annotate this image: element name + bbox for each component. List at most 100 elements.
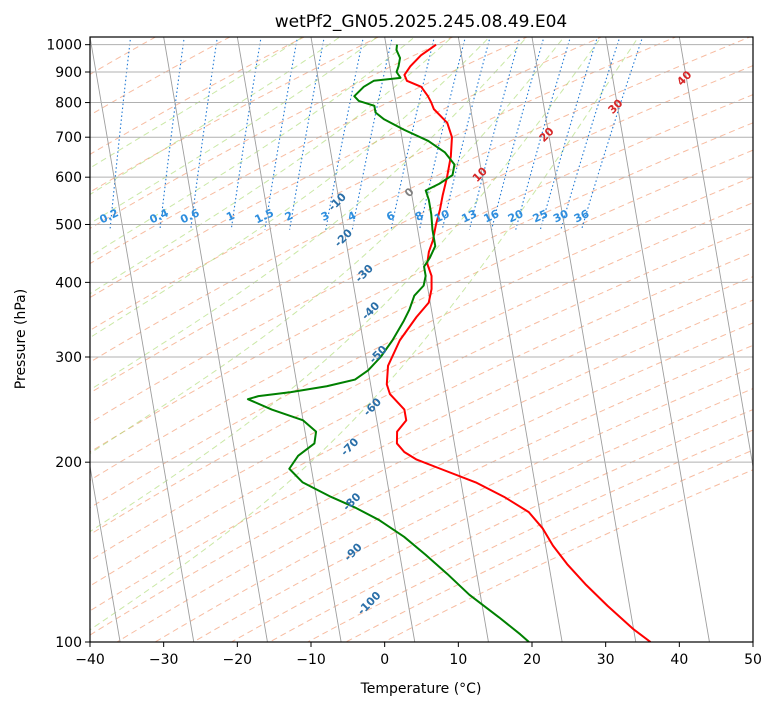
x-tick-label: 0 (380, 652, 389, 668)
mixing-ratio-label: 4 (346, 209, 359, 224)
mixing-ratio-label: 3 (319, 209, 331, 224)
skewed-isotherm-line (384, 37, 489, 642)
mixing-ratio-line (560, 37, 621, 230)
dry-adiabat-line (90, 252, 753, 587)
mixing-ratio-label: 6 (384, 209, 397, 224)
dry-adiabat-line (306, 429, 753, 642)
dry-adiabat-line (90, 37, 380, 193)
y-tick-label: 400 (55, 275, 82, 291)
skewed-isotherm-line (457, 37, 563, 642)
skewed-isotherm-line (90, 37, 195, 642)
dry-adiabat-line (90, 176, 753, 509)
moist-adiabat-line (90, 37, 565, 454)
y-tick-label: 500 (55, 217, 82, 233)
mixing-ratio-label: 36 (572, 207, 592, 225)
dry-adiabat-label: -10 (326, 190, 349, 213)
dry-adiabat-line (230, 388, 753, 642)
mixing-ratio-line (264, 37, 299, 230)
mixing-ratio-label: 20 (506, 207, 526, 225)
x-axis: −40 −30 −20 −10 0 10 20 30 40 50 (75, 642, 762, 668)
x-tick-label: 30 (597, 652, 615, 668)
moist-adiabat-line (90, 37, 341, 196)
dry-adiabat-label: -60 (361, 395, 384, 418)
dry-adiabat-line (90, 299, 753, 636)
y-tick-label: 900 (55, 65, 82, 81)
x-tick-label: 10 (449, 652, 467, 668)
dry-adiabat-label: -30 (353, 262, 376, 285)
y-tick-label: 700 (55, 130, 82, 146)
dry-adiabat-line (116, 322, 753, 642)
chart-title: wetPf2_GN05.2025.245.08.49.E04 (275, 12, 567, 32)
mixing-ratio-line (419, 37, 466, 230)
dry-adiabat-label: -90 (342, 540, 365, 563)
mixing-ratio-label: 1.5 (253, 206, 276, 226)
y-tick-label: 300 (55, 350, 82, 366)
mixing-ratio-line (539, 37, 598, 230)
x-tick-label: −20 (223, 652, 253, 668)
skewed-isotherm-line (531, 37, 637, 642)
moist-adiabat-line (90, 37, 528, 391)
mixing-ratio-line (491, 37, 545, 230)
x-tick-label: −30 (149, 652, 179, 668)
dry-adiabat-line (90, 65, 753, 394)
mixing-ratio-line (190, 37, 218, 230)
mixing-ratio-label: 0.2 (97, 206, 120, 226)
dry-adiabat-line (192, 366, 753, 642)
skewed-isotherm-line (605, 37, 710, 642)
dry-adiabat-label: -40 (359, 299, 382, 322)
dry-adiabat-line (90, 37, 306, 155)
skewed-isotherm-line (678, 37, 753, 470)
x-axis-label: Temperature (°C) (360, 681, 482, 697)
grid-lines (90, 37, 753, 642)
plot-frame (89, 36, 754, 643)
mixing-ratio-line (468, 37, 521, 230)
dry-adiabat-label: -100 (355, 589, 384, 618)
mixing-ratio-label: 0.4 (147, 206, 170, 226)
profile-series (246, 43, 652, 642)
moist-adiabat-line (90, 37, 602, 533)
moist-adiabat-line (90, 37, 304, 169)
skewed-isotherm-line (310, 37, 416, 642)
temperature-profile-line (385, 43, 652, 642)
skewed-isotherm-line (163, 37, 268, 642)
y-tick-label: 200 (55, 455, 82, 471)
x-tick-label: 20 (523, 652, 541, 668)
mixing-ratio-label: 25 (531, 207, 550, 225)
dry-adiabat-line (90, 37, 752, 363)
mixing-ratio-line (159, 37, 185, 230)
mixing-ratio-line (390, 37, 435, 230)
mixing-ratio-label: 0.6 (178, 206, 201, 226)
isotherm-label: 30 (606, 96, 626, 116)
mixing-ratio-line (580, 37, 644, 230)
mixing-ratio-line (289, 37, 325, 230)
mixing-ratio-line (325, 37, 364, 230)
background-reference-lines (90, 37, 753, 642)
dry-adiabat-line (90, 37, 529, 265)
skewed-isotherm-line (236, 37, 342, 642)
y-axis: 100 200 300 400 500 600 700 800 900 1000 (46, 38, 90, 651)
mixing-ratio-label: 10 (432, 207, 452, 225)
moist-adiabat-line (90, 37, 453, 295)
y-tick-label: 600 (55, 170, 82, 186)
moist-adiabat-line (90, 37, 491, 339)
dry-adiabat-line (90, 227, 753, 562)
skewed-isotherm-line (90, 463, 121, 642)
dry-adiabat-line (90, 122, 753, 453)
dry-adiabat-line (90, 37, 603, 299)
y-tick-label: 1000 (46, 38, 82, 54)
dry-adiabat-line (90, 94, 753, 424)
y-tick-label: 800 (55, 96, 82, 112)
reference-line-labels: 0.1 0.2 0.4 0.6 1 1.5 2 3 4 6 8 10 13 16 20 25 30 36-100-… (97, 68, 694, 618)
isotherm-label: 40 (674, 68, 694, 88)
mixing-ratio-label: 30 (551, 207, 571, 225)
moist-adiabat-line (90, 37, 379, 225)
dry-adiabat-label: -50 (367, 343, 390, 366)
x-tick-label: 40 (670, 652, 688, 668)
dry-adiabat-line (90, 149, 753, 481)
y-tick-label: 100 (55, 635, 82, 651)
x-tick-label: −10 (296, 652, 326, 668)
mixing-ratio-label: 1 (224, 209, 236, 224)
dry-adiabat-label: -20 (332, 226, 355, 249)
dry-adiabat-label: -70 (338, 435, 361, 458)
